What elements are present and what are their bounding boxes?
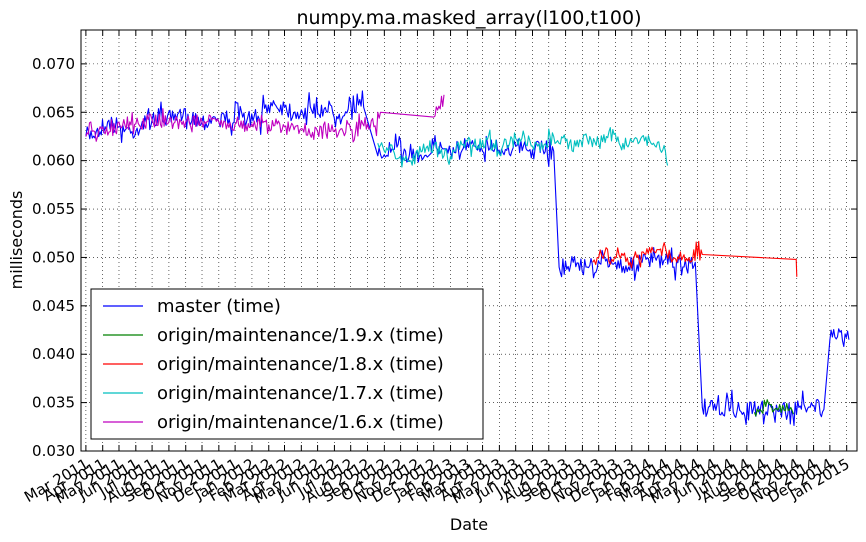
legend-box: [90, 288, 484, 440]
series-lines: [85, 90, 850, 427]
series-line-4: [85, 94, 445, 143]
y-tick-label: 0.070: [32, 55, 75, 73]
y-tick-label: 0.040: [32, 345, 75, 363]
y-tick-label: 0.055: [32, 200, 75, 218]
series-line-3: [377, 127, 669, 168]
x-axis-label: Date: [450, 515, 488, 534]
chart-title: numpy.ma.masked_array(l100,t100): [297, 7, 642, 29]
y-tick-label: 0.030: [32, 442, 75, 460]
legend-label: master (time): [157, 296, 281, 317]
legend: master (time) origin/maintenance/1.9.x (t…: [90, 288, 484, 440]
y-axis-label: milliseconds: [7, 191, 26, 290]
legend-label: origin/maintenance/1.8.x (time): [157, 354, 444, 375]
series-line-2: [592, 240, 798, 277]
y-tick-label: 0.060: [32, 152, 75, 170]
series-line-1: [753, 399, 795, 417]
y-tick-label: 0.065: [32, 103, 75, 121]
series-line-0: [85, 90, 850, 427]
y-tick-label: 0.045: [32, 297, 75, 315]
legend-label: origin/maintenance/1.6.x (time): [157, 412, 444, 433]
y-tick-label: 0.035: [32, 394, 75, 412]
y-tick-label: 0.050: [32, 248, 75, 266]
plot-frame: [80, 29, 858, 452]
legend-label: origin/maintenance/1.7.x (time): [157, 383, 444, 404]
legend-label: origin/maintenance/1.9.x (time): [157, 325, 444, 346]
